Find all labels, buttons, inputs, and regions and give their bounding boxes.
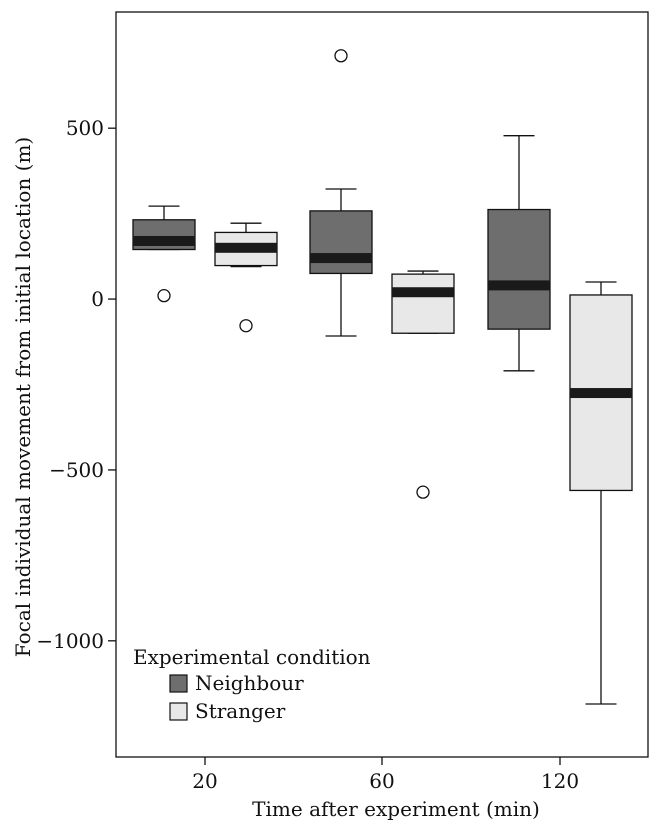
x-tick-label: 60 bbox=[369, 769, 394, 793]
median-bar bbox=[392, 287, 454, 298]
box bbox=[309, 210, 373, 275]
x-tick-label: 20 bbox=[192, 769, 217, 793]
box-stranger-60 bbox=[391, 270, 455, 499]
axes: 500 0 −500 −1000 20 60 120 bbox=[36, 11, 649, 793]
y-tick-label: −500 bbox=[49, 458, 104, 482]
box-neighbour-20 bbox=[132, 205, 196, 303]
outlier-point bbox=[239, 319, 253, 333]
y-tick-label: 500 bbox=[66, 116, 104, 140]
y-tick-label: −1000 bbox=[36, 629, 104, 653]
box bbox=[487, 208, 551, 330]
legend-swatch-neighbour bbox=[169, 674, 188, 693]
median-bar bbox=[133, 235, 195, 246]
legend-label-stranger: Stranger bbox=[195, 699, 286, 723]
box-stranger-20 bbox=[214, 222, 278, 333]
box-neighbour-120 bbox=[487, 135, 551, 372]
box bbox=[391, 273, 455, 334]
plot-marks bbox=[132, 49, 633, 705]
median-bar bbox=[215, 242, 277, 253]
y-axis-label: Focal individual movement from initial l… bbox=[11, 137, 35, 657]
legend-title: Experimental condition bbox=[133, 645, 371, 669]
box-neighbour-60 bbox=[309, 49, 373, 337]
median-bar bbox=[310, 253, 372, 264]
y-tick-label: 0 bbox=[91, 287, 104, 311]
box-stranger-120 bbox=[569, 281, 633, 705]
median-bar bbox=[570, 388, 632, 399]
legend-swatch-stranger bbox=[169, 702, 188, 721]
outlier-point bbox=[334, 49, 348, 63]
x-tick-label: 120 bbox=[541, 769, 579, 793]
legend-label-neighbour: Neighbour bbox=[195, 671, 304, 695]
median-bar bbox=[488, 280, 550, 291]
outlier-point bbox=[157, 288, 171, 303]
x-axis-label: Time after experiment (min) bbox=[252, 797, 540, 821]
outlier-point bbox=[416, 485, 430, 499]
